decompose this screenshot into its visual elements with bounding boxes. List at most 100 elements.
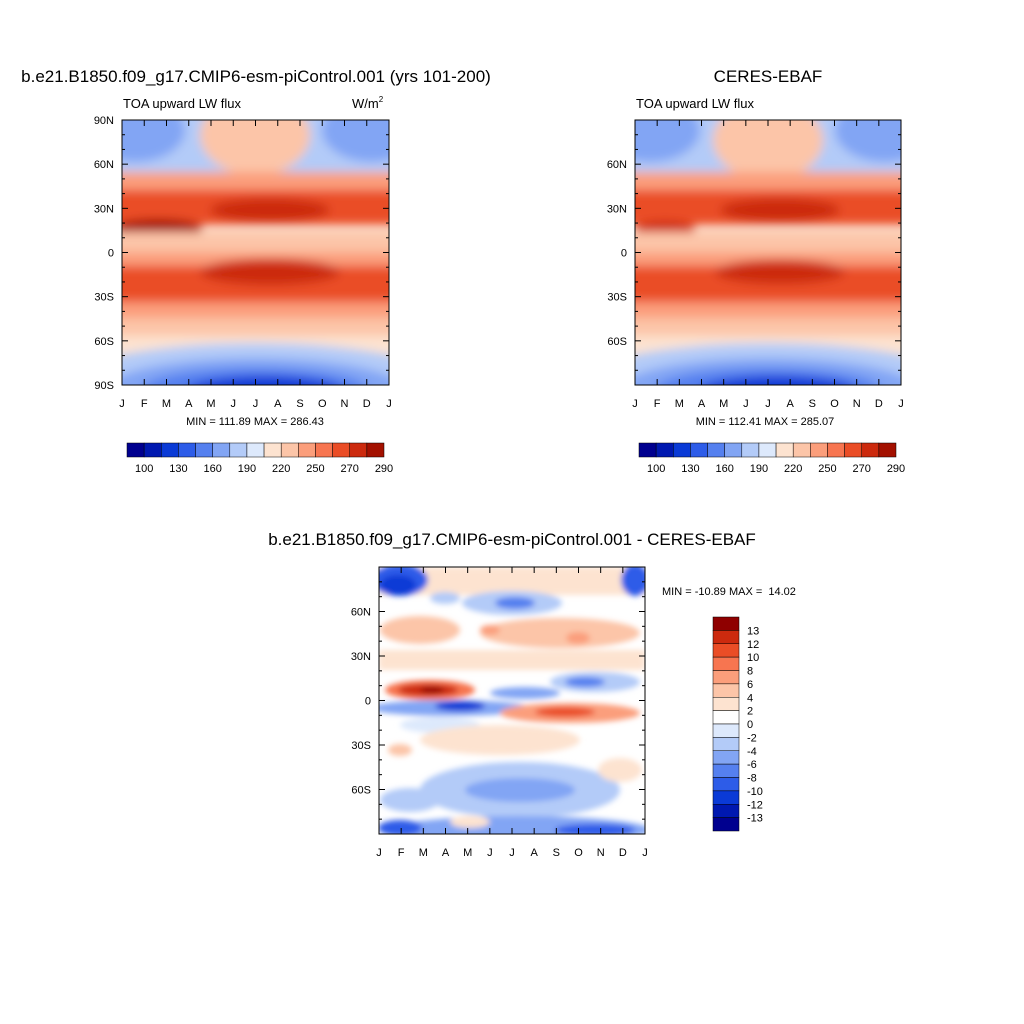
colorbar-swatch (143, 442, 162, 458)
colorbar-label: 100 (647, 463, 665, 475)
colorbar-label: -12 (747, 799, 763, 811)
eq-neg-mid (490, 687, 560, 699)
model-stats: MIN = 111.89 MAX = 286.43 (186, 416, 324, 428)
ant-4 (706, 376, 850, 385)
colorbar-label: 250 (306, 463, 324, 475)
y-tick-label: 0 (108, 248, 114, 260)
obs-field (635, 120, 901, 385)
x-tick-label: N (853, 398, 861, 410)
arctic-neg-left2 (380, 575, 416, 595)
model-title: b.e21.B1850.f09_g17.CMIP6-esm-piControl.… (21, 67, 491, 86)
units-label: W/m2 (352, 95, 384, 111)
colorbar-label: 190 (238, 463, 256, 475)
colorbar-label: 13 (747, 625, 759, 637)
colorbar-swatch (707, 442, 725, 458)
band-30n (379, 650, 645, 670)
x-tick-label: J (376, 847, 382, 859)
eq-neg-right2 (565, 677, 605, 687)
x-tick-label: N (597, 847, 605, 859)
colorbar-swatch (758, 442, 777, 458)
arctic-warm (200, 120, 310, 175)
s-neg-4 (380, 788, 440, 812)
y-tick-label: 0 (365, 696, 371, 708)
y-tick-label: 60N (607, 159, 627, 171)
x-tick-label: S (809, 398, 816, 410)
midn-pos-4 (480, 625, 500, 635)
colorbar-swatch (366, 442, 385, 458)
colorbar-label: -6 (747, 759, 757, 771)
y-tick-label: 30N (607, 203, 627, 215)
colorbar-swatch (792, 442, 811, 458)
y-tick-label: 60N (351, 607, 371, 619)
colorbar-label: 290 (375, 463, 393, 475)
colorbar-swatch (712, 643, 740, 658)
s-pos-3 (420, 725, 580, 755)
diff-field (379, 567, 645, 834)
x-tick-label: J (386, 398, 392, 410)
x-tick-label: F (654, 398, 661, 410)
colorbar-swatch (712, 616, 740, 631)
model-subtitle: TOA upward LW flux (123, 96, 242, 111)
x-tick-label: J (743, 398, 749, 410)
s-pos-4 (388, 744, 412, 756)
colorbar-label: 10 (747, 652, 759, 664)
x-tick-label: F (141, 398, 148, 410)
obs-stats: MIN = 112.41 MAX = 285.07 (696, 416, 835, 428)
model-field (122, 120, 389, 385)
colorbar-label: 190 (750, 463, 768, 475)
midn-pos-1 (380, 616, 460, 644)
core-s (200, 259, 340, 285)
x-tick-label: N (341, 398, 349, 410)
eq-neg-core (435, 701, 485, 711)
colorbar-swatch (861, 442, 880, 458)
obs-chart: CERES-EBAF TOA upward LW flux (607, 67, 905, 475)
x-tick-label: D (619, 847, 627, 859)
arctic-low-right (835, 120, 901, 162)
x-tick-label: J (487, 847, 493, 859)
eq-pos-3 (420, 687, 444, 693)
x-tick-label: J (765, 398, 771, 410)
y-tick-label: 30S (351, 740, 371, 752)
colorbar-swatch (724, 442, 743, 458)
colorbar-label: 220 (272, 463, 290, 475)
colorbar-swatch (712, 777, 740, 792)
colorbar-swatch (878, 442, 897, 458)
x-tick-label: J (253, 398, 259, 410)
n-neg-3 (430, 592, 460, 604)
x-tick-label: J (898, 398, 904, 410)
midn-pos-2 (480, 618, 640, 648)
model-axes: J F M A M J J A S O N D J 90N 60N 30N 0 30S 60S 90S (94, 115, 392, 410)
model-chart: b.e21.B1850.f09_g17.CMIP6-esm-piControl.… (21, 67, 491, 475)
colorbar-swatch (712, 697, 740, 711)
colorbar-label: 130 (169, 463, 187, 475)
band-midlat-n (635, 172, 901, 192)
colorbar-swatch (690, 442, 708, 458)
colorbar-swatch (195, 442, 213, 458)
colorbar-label: 160 (203, 463, 221, 475)
x-tick-label: A (530, 847, 538, 859)
x-tick-label: D (363, 398, 371, 410)
s-pos-2 (535, 707, 595, 717)
band-s-light (635, 318, 901, 338)
x-tick-label: J (231, 398, 237, 410)
colorbar-swatch (298, 442, 316, 458)
colorbar-swatch (712, 656, 740, 671)
y-tick-label: 60N (94, 159, 114, 171)
x-tick-label: S (553, 847, 560, 859)
colorbar-label: 290 (887, 463, 905, 475)
y-tick-label: 0 (621, 248, 627, 260)
colorbar-label: 100 (135, 463, 153, 475)
colorbar-swatch (655, 442, 674, 458)
x-tick-label: S (296, 398, 303, 410)
obs-subtitle: TOA upward LW flux (636, 96, 755, 111)
colorbar-label: -2 (747, 732, 757, 744)
colorbar-swatch (775, 442, 794, 458)
ant-2 (635, 358, 901, 385)
colorbar-swatch (161, 442, 179, 458)
colorbar-swatch (712, 804, 740, 818)
colorbar-label: -13 (747, 813, 763, 825)
colorbar-swatch (712, 817, 740, 832)
s-pos-5 (598, 758, 642, 782)
y-tick-label: 30N (94, 203, 114, 215)
colorbar-label: 160 (715, 463, 733, 475)
